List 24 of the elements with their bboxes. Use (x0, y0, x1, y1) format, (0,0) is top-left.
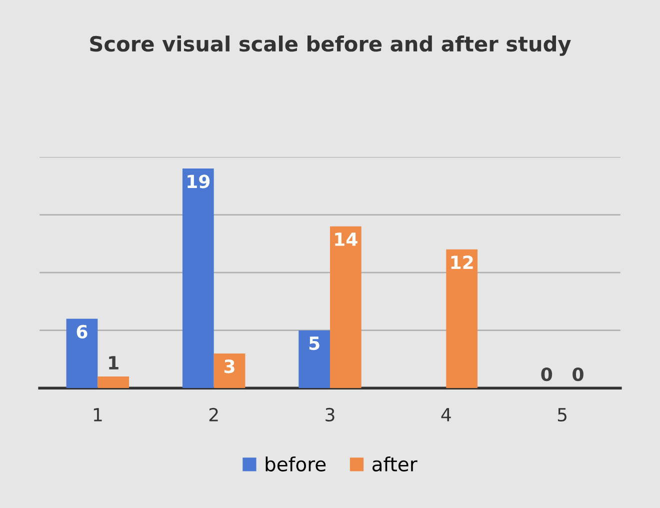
bar (214, 353, 246, 388)
x-tick-label: 2 (209, 408, 218, 422)
x-tick-label: 1 (94, 408, 102, 422)
data-label: 6 (76, 324, 88, 339)
bar (182, 168, 214, 388)
legend-label: after (372, 456, 418, 472)
data-label: 14 (335, 232, 358, 246)
x-tick-label: 3 (326, 408, 334, 422)
data-label: 5 (309, 336, 320, 350)
data-label: 0 (541, 367, 552, 382)
data-label: 1 (109, 356, 118, 370)
bar (330, 226, 362, 388)
legend-label: before (266, 456, 326, 472)
x-tick-label: 5 (558, 408, 566, 422)
bar (66, 318, 98, 388)
data-label: 19 (188, 174, 210, 188)
bar (446, 249, 478, 388)
data-label: 3 (224, 360, 234, 374)
data-label: 0 (572, 367, 584, 382)
chart-title: Score visual scale before and after study (90, 36, 571, 56)
bar (98, 376, 130, 388)
bar (298, 330, 330, 388)
data-label: 12 (451, 256, 473, 269)
x-tick-label: 4 (441, 408, 451, 422)
